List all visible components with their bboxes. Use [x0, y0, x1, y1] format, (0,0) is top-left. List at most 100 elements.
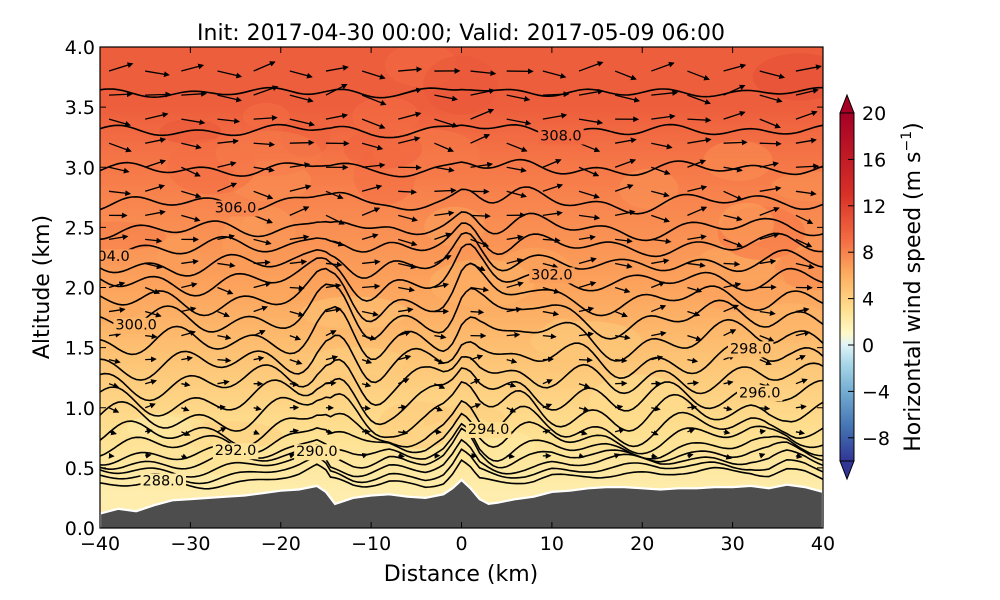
wind-vector: [217, 310, 230, 318]
isentrope-label-bg: [113, 317, 159, 334]
wind-vector: [795, 330, 811, 337]
wind-vector: [108, 142, 132, 153]
wind-vector: [687, 310, 701, 317]
x-tick-label: −10: [351, 533, 391, 555]
wind-vector: [181, 118, 206, 126]
wind-vector: [181, 282, 198, 289]
isentrope-label-bg: [465, 421, 512, 438]
wind-vector: [759, 232, 780, 241]
wind-vector: [723, 110, 746, 120]
wind-vector: [578, 382, 591, 389]
wind-vector: [614, 310, 628, 318]
wind-vector: [651, 61, 675, 72]
isentrope-line: [100, 86, 823, 99]
wind-vector: [506, 382, 517, 388]
wind-vector: [217, 357, 232, 364]
wind-vector: [362, 259, 381, 265]
wind-vector: [795, 137, 817, 144]
terrain: [100, 478, 823, 528]
isentrope-label: 298.0: [730, 341, 772, 357]
wind-vector: [361, 381, 372, 388]
wind-vector: [145, 262, 163, 270]
wind-vector: [795, 429, 806, 436]
wind-vector: [361, 94, 387, 106]
wind-vector: [651, 430, 659, 436]
isentrope-line: [100, 334, 823, 384]
wind-vector: [542, 91, 570, 98]
colorbar-tick-label: 8: [862, 242, 874, 264]
isentrope-line: [100, 283, 823, 340]
wind-vector: [217, 70, 243, 79]
wind-vector: [470, 88, 496, 96]
wind-vector: [361, 358, 373, 364]
wind-vector: [217, 182, 238, 192]
wind-vector: [615, 237, 633, 244]
wind-vector: [434, 187, 457, 194]
speed-patch: [774, 248, 823, 290]
wind-vector: [181, 142, 202, 150]
wind-vector: [795, 163, 820, 170]
wind-vector: [289, 310, 305, 317]
wind-vector: [687, 452, 694, 459]
wind-vector: [181, 355, 194, 362]
isentrope-label-bg: [538, 128, 584, 145]
wind-vector: [108, 166, 130, 174]
colorbar-label-close: ): [901, 122, 926, 131]
wind-vector: [217, 118, 241, 124]
wind-vector: [325, 380, 337, 387]
colorbar-tick-label: −4: [862, 381, 890, 403]
wind-vector: [398, 238, 418, 247]
wind-vector: [289, 94, 314, 103]
wind-vector: [398, 87, 423, 96]
wind-vector: [181, 166, 201, 177]
wind-vector: [253, 281, 272, 289]
wind-vector: [325, 214, 345, 225]
colorbar-tick-label: 12: [862, 196, 886, 218]
isentrope-label: 290.0: [296, 444, 338, 460]
speed-patch: [619, 168, 679, 210]
isentrope-line: [100, 438, 823, 478]
wind-vector: [578, 331, 594, 338]
isentrope-label-bg: [294, 444, 340, 461]
isentrope-label: 288.0: [143, 473, 185, 489]
wind-vector: [217, 427, 227, 433]
wind-vector: [723, 261, 741, 267]
wind-vector: [651, 281, 666, 289]
wind-vector: [145, 112, 169, 120]
wind-vector: [434, 210, 455, 217]
wind-vector: [506, 190, 527, 199]
wind-vector: [614, 184, 634, 192]
x-tick-label: 30: [721, 533, 745, 555]
wind-vector: [288, 453, 296, 459]
wind-vector: [181, 453, 189, 460]
wind-vector: [434, 255, 452, 265]
wind-vector: [108, 190, 132, 197]
wind-vector: [108, 234, 129, 241]
x-tick-label: 10: [540, 533, 564, 555]
isentrope-line: [100, 412, 823, 457]
wind-vector: [578, 61, 604, 72]
wind-vector: [723, 304, 740, 313]
wind-vector: [325, 190, 344, 200]
wind-vector: [145, 209, 166, 216]
wind-vector: [542, 379, 553, 385]
wind-vector: [795, 262, 815, 270]
wind-vector: [723, 379, 734, 386]
wind-vector: [723, 84, 746, 96]
isentrope-label-bg: [140, 473, 187, 490]
wind-vector: [759, 70, 786, 80]
wind-vector: [398, 330, 411, 337]
wind-vector: [687, 70, 710, 81]
isentrope-line: [100, 355, 823, 407]
wind-vector: [361, 233, 379, 241]
colorbar-tick-label: 4: [862, 289, 874, 311]
wind-vector: [145, 70, 170, 78]
speed-patch: [100, 221, 166, 251]
wind-vector: [145, 452, 152, 459]
wind-vector: [289, 259, 308, 265]
wind-vector: [253, 61, 276, 72]
wind-vector: [506, 166, 527, 173]
wind-vector: [253, 259, 271, 266]
wind-vector: [723, 405, 733, 412]
